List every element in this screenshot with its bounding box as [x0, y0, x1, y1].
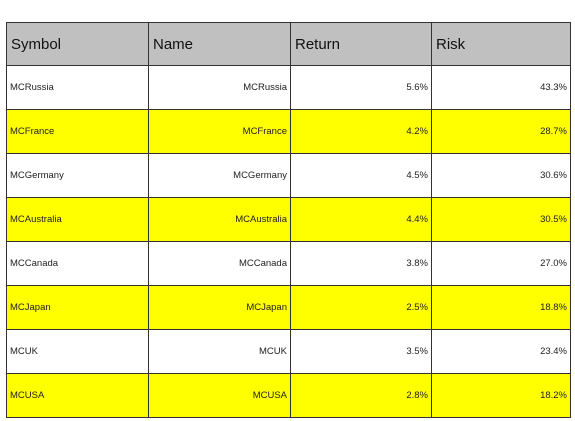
cell-symbol: MCUSA: [6, 373, 149, 418]
cell-risk: 30.6%: [431, 153, 571, 198]
data-table-container: Symbol Name Return Risk MCRussia MCRussi…: [6, 22, 571, 418]
cell-return: 4.2%: [290, 109, 432, 154]
cell-return: 2.5%: [290, 285, 432, 330]
table-row[interactable]: MCGermany MCGermany 4.5% 30.6%: [6, 153, 571, 198]
cell-symbol: MCUK: [6, 329, 149, 374]
cell-risk: 28.7%: [431, 109, 571, 154]
cell-name: MCFrance: [148, 109, 291, 154]
cell-risk: 23.4%: [431, 329, 571, 374]
cell-name: MCGermany: [148, 153, 291, 198]
header-risk[interactable]: Risk: [431, 22, 571, 66]
cell-risk: 27.0%: [431, 241, 571, 286]
cell-risk: 18.2%: [431, 373, 571, 418]
cell-return: 4.5%: [290, 153, 432, 198]
table-row[interactable]: MCFrance MCFrance 4.2% 28.7%: [6, 109, 571, 154]
cell-name: MCUK: [148, 329, 291, 374]
cell-symbol: MCJapan: [6, 285, 149, 330]
cell-symbol: MCFrance: [6, 109, 149, 154]
cell-risk: 18.8%: [431, 285, 571, 330]
cell-name: MCUSA: [148, 373, 291, 418]
cell-return: 2.8%: [290, 373, 432, 418]
table-header-row: Symbol Name Return Risk: [6, 22, 571, 66]
cell-name: MCAustralia: [148, 197, 291, 242]
cell-risk: 30.5%: [431, 197, 571, 242]
table-row[interactable]: MCRussia MCRussia 5.6% 43.3%: [6, 65, 571, 110]
cell-risk: 43.3%: [431, 65, 571, 110]
header-name[interactable]: Name: [148, 22, 291, 66]
table-row[interactable]: MCJapan MCJapan 2.5% 18.8%: [6, 285, 571, 330]
cell-symbol: MCAustralia: [6, 197, 149, 242]
cell-return: 3.5%: [290, 329, 432, 374]
cell-symbol: MCRussia: [6, 65, 149, 110]
cell-name: MCRussia: [148, 65, 291, 110]
table-row[interactable]: MCUSA MCUSA 2.8% 18.2%: [6, 373, 571, 418]
table-row[interactable]: MCUK MCUK 3.5% 23.4%: [6, 329, 571, 374]
cell-symbol: MCGermany: [6, 153, 149, 198]
cell-return: 5.6%: [290, 65, 432, 110]
returns-risk-table: Symbol Name Return Risk MCRussia MCRussi…: [6, 22, 571, 418]
cell-name: MCCanada: [148, 241, 291, 286]
header-symbol[interactable]: Symbol: [6, 22, 149, 66]
cell-symbol: MCCanada: [6, 241, 149, 286]
cell-return: 4.4%: [290, 197, 432, 242]
table-row[interactable]: MCAustralia MCAustralia 4.4% 30.5%: [6, 197, 571, 242]
table-row[interactable]: MCCanada MCCanada 3.8% 27.0%: [6, 241, 571, 286]
header-return[interactable]: Return: [290, 22, 432, 66]
cell-name: MCJapan: [148, 285, 291, 330]
cell-return: 3.8%: [290, 241, 432, 286]
